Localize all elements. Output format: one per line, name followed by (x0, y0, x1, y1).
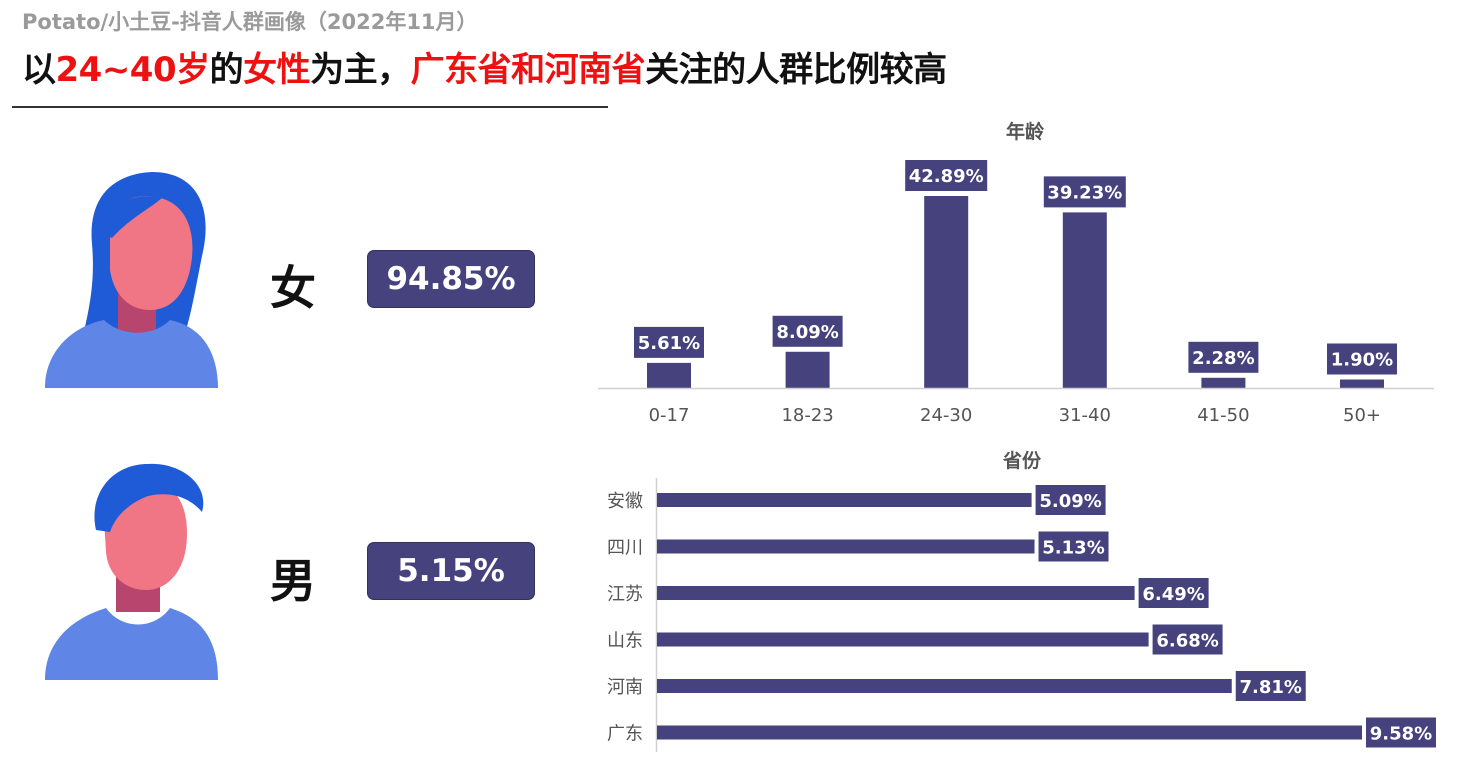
male-label: 男 (270, 554, 316, 608)
province-bar-label: 5.13% (1042, 538, 1104, 559)
province-bar-label-bg (1152, 624, 1223, 655)
province-bar (657, 493, 1032, 507)
province-bar (657, 679, 1232, 693)
age-bar-label: 42.89% (909, 166, 984, 187)
age-bar-label: 39.23% (1047, 182, 1122, 203)
age-bar-label-bg (634, 326, 704, 358)
headline-highlight: 女性 (243, 50, 311, 90)
province-tick-label: 广东 (607, 724, 643, 745)
female-avatar-icon (45, 172, 218, 388)
age-bar-label-bg (905, 160, 988, 191)
age-tick-label: 0-17 (649, 405, 690, 426)
age-bar (924, 196, 969, 388)
province-bar-label: 6.68% (1156, 631, 1218, 652)
province-bar-label: 6.49% (1142, 584, 1204, 605)
page-subtitle: Potato/小土豆-抖音人群画像（2022年11月） (22, 10, 478, 34)
page-headline: 以24~40岁的女性为主，广东省和河南省关注的人群比例较高 (22, 42, 947, 91)
age-tick-label: 31-40 (1059, 405, 1111, 426)
province-bar (657, 632, 1149, 647)
province-tick-label: 安徽 (607, 491, 643, 512)
province-bar (657, 539, 1035, 554)
province-bar-label-bg (1138, 578, 1209, 608)
province-bar (657, 725, 1362, 740)
age-bar (785, 351, 830, 388)
province-tick-label: 山东 (607, 631, 643, 652)
headline-part: 为主， (310, 50, 411, 90)
age-bar-label-bg (1043, 176, 1126, 208)
age-bar-label-bg (772, 315, 843, 347)
province-bar-label-bg (1038, 531, 1109, 562)
province-tick-label: 江苏 (607, 584, 643, 605)
age-bar (1201, 377, 1246, 388)
age-tick-label: 50+ (1343, 405, 1381, 426)
headline-part: 以 (22, 50, 56, 90)
age-bar (1062, 212, 1107, 388)
male-avatar-icon (45, 463, 218, 680)
age-bar (647, 362, 691, 388)
age-tick-label: 24-30 (920, 405, 972, 426)
headline-part: 的 (209, 50, 244, 90)
age-bar-label-bg (1188, 341, 1259, 373)
age-tick-label: 18-23 (781, 405, 833, 426)
age-bar (1340, 379, 1384, 388)
male-percentage-badge: 5.15% (367, 542, 535, 600)
age-bar-label: 5.61% (638, 333, 700, 354)
headline-highlight: 24~40岁 (55, 50, 211, 90)
female-percentage-badge: 94.85% (367, 250, 535, 308)
female-label: 女 (270, 261, 316, 315)
age-chart-title: 年龄 (1006, 120, 1045, 143)
province-bar-label-bg (1035, 485, 1106, 515)
age-bar-label-bg (1327, 343, 1397, 375)
province-tick-label: 四川 (607, 538, 643, 559)
province-bar (657, 586, 1135, 600)
province-bar-label-bg (1366, 717, 1436, 748)
headline-highlight: 广东省和河南省 (410, 50, 646, 90)
province-bar-label: 9.58% (1370, 724, 1432, 745)
age-bar-label: 8.09% (776, 322, 838, 343)
headline-divider (12, 106, 608, 108)
age-bar-label: 1.90% (1331, 349, 1393, 370)
headline-part: 关注的人群比例较高 (645, 50, 947, 90)
age-tick-label: 41-50 (1197, 405, 1249, 426)
province-chart-title: 省份 (1002, 449, 1042, 472)
province-tick-label: 河南 (607, 677, 643, 698)
province-bar-label-bg (1235, 671, 1306, 701)
province-bar-label: 5.09% (1039, 491, 1101, 512)
age-bar-label: 2.28% (1192, 348, 1254, 369)
province-bar-label: 7.81% (1240, 677, 1302, 698)
